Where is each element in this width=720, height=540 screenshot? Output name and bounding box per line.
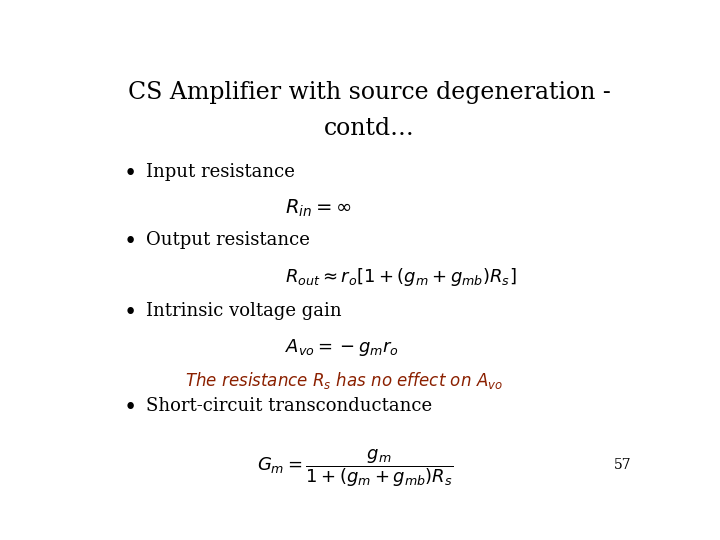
Text: Input resistance: Input resistance: [145, 163, 294, 180]
Text: •: •: [124, 231, 137, 253]
Text: $G_m = \dfrac{g_m}{1+(g_m+g_{mb})R_s}$: $G_m = \dfrac{g_m}{1+(g_m+g_{mb})R_s}$: [258, 447, 454, 489]
Text: •: •: [124, 163, 137, 185]
Text: $A_{vo} = -g_m r_o$: $A_{vo} = -g_m r_o$: [285, 337, 399, 358]
Text: 57: 57: [613, 458, 631, 472]
Text: Short-circuit transconductance: Short-circuit transconductance: [145, 397, 432, 415]
Text: Output resistance: Output resistance: [145, 231, 310, 249]
Text: $R_{in} = \infty$: $R_{in} = \infty$: [285, 198, 352, 219]
Text: contd…: contd…: [323, 117, 415, 140]
Text: •: •: [124, 302, 137, 324]
Text: Intrinsic voltage gain: Intrinsic voltage gain: [145, 302, 341, 320]
Text: CS Amplifier with source degeneration -: CS Amplifier with source degeneration -: [127, 82, 611, 104]
Text: •: •: [124, 397, 137, 420]
Text: $R_{out} \approx r_o[1+(g_m+g_{mb})R_s]$: $R_{out} \approx r_o[1+(g_m+g_{mb})R_s]$: [285, 266, 517, 288]
Text: $\mathit{The\ resistance\ R_s\ has\ no\ effect\ on\ A_{vo}}$: $\mathit{The\ resistance\ R_s\ has\ no\ …: [185, 370, 503, 392]
